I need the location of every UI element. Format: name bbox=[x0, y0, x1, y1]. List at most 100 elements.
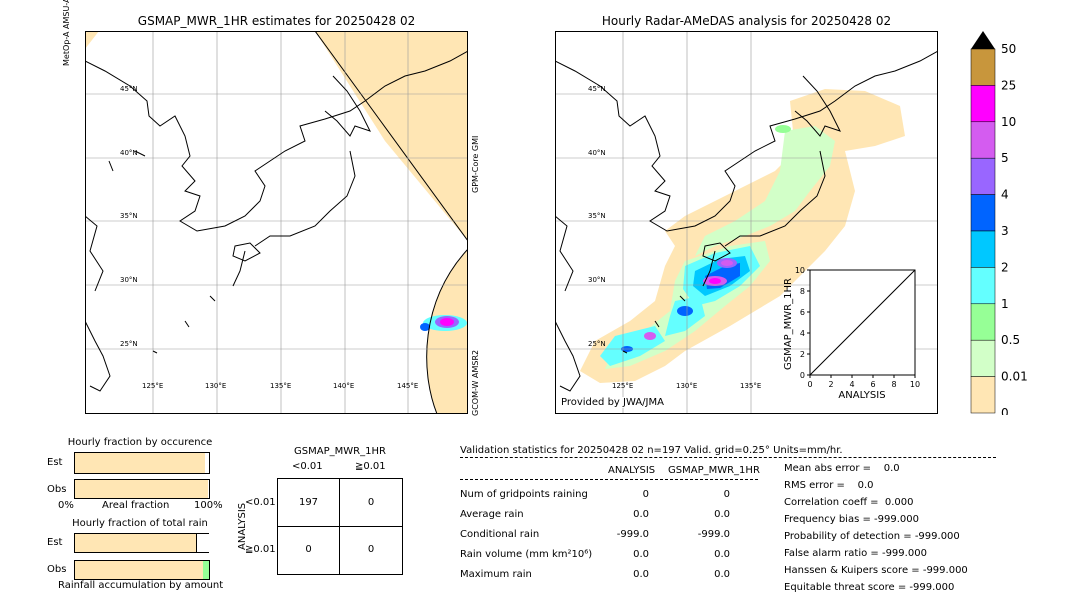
colorbar-label-7: 1 bbox=[1001, 297, 1009, 311]
right-lat-25: 25°N bbox=[588, 340, 606, 348]
label-average-rain: Average rain bbox=[460, 509, 524, 520]
left-lat-35: 35°N bbox=[120, 212, 138, 220]
inset-scatter: 0 2 4 6 8 10 0 2 4 6 8 10 ANALYSIS GSMAP_MWR_1HR bbox=[783, 266, 920, 401]
colorbar-label-10: 0 bbox=[1001, 406, 1009, 415]
colorbar-label-1: 25 bbox=[1001, 78, 1016, 92]
occurrence-xlabel: Areal fraction bbox=[102, 500, 170, 511]
contingency-col-1: <0.01 bbox=[292, 461, 323, 472]
score-mae: Mean abs error = 0.0 bbox=[784, 463, 900, 474]
totalrain-xlabel: Rainfall accumulation by amount bbox=[58, 580, 224, 591]
left-lat-30: 30°N bbox=[120, 276, 138, 284]
totalrain-est-box bbox=[74, 533, 209, 553]
left-lon-125: 125°E bbox=[142, 382, 164, 390]
colorbar-label-6: 2 bbox=[1001, 260, 1009, 274]
right-map-credit: Provided by JWA/JMA bbox=[561, 397, 664, 408]
occurrence-obs-label: Obs bbox=[47, 484, 67, 495]
colorbar: 50 25 10 5 4 3 2 1 0.5 0.01 0 bbox=[970, 31, 1028, 415]
colorbar-label-3: 5 bbox=[1001, 151, 1009, 165]
left-lon-140: 140°E bbox=[333, 382, 355, 390]
colorbar-label-8: 0.5 bbox=[1001, 333, 1020, 347]
inset-ylabel: GSMAP_MWR_1HR bbox=[783, 278, 794, 370]
score-pod: Probability of detection = -999.000 bbox=[784, 531, 960, 542]
left-lon-135: 135°E bbox=[270, 382, 292, 390]
right-coastlines bbox=[555, 50, 938, 392]
colorbar-box-8 bbox=[970, 339, 996, 377]
validation-col-analysis: ANALYSIS bbox=[608, 465, 656, 476]
colorbar-extend-arrow bbox=[971, 31, 995, 49]
colorbar-box-5 bbox=[970, 230, 996, 268]
contingency-row-2: ≧0.01 bbox=[245, 544, 276, 555]
colorbar-box-0 bbox=[970, 48, 996, 86]
left-gridlines bbox=[85, 31, 468, 414]
left-lon-130: 130°E bbox=[205, 382, 227, 390]
occurrence-xtick-100: 100% bbox=[194, 500, 223, 511]
occurrence-est-label: Est bbox=[47, 457, 63, 468]
left-lon-145: 145°E bbox=[397, 382, 419, 390]
inset-xtick-5: 10 bbox=[910, 380, 920, 389]
inset-ytick-4: 8 bbox=[800, 287, 805, 296]
totalrain-obs-box bbox=[74, 560, 210, 580]
right-lat-30: 30°N bbox=[588, 276, 606, 284]
left-sensor-top: MetOp-A AMSU-A/MHS bbox=[62, 0, 71, 66]
occurrence-title: Hourly fraction by occurence bbox=[67, 437, 213, 448]
cell-1-2: 0 bbox=[367, 497, 375, 508]
colorbar-labels: 50 25 10 5 4 3 2 1 0.5 0.01 0 bbox=[1001, 42, 1028, 415]
score-corr: Correlation coeff = 0.000 bbox=[784, 497, 914, 508]
right-lon-135: 135°E bbox=[740, 382, 762, 390]
right-lat-40: 40°N bbox=[588, 149, 606, 157]
left-swath-topleft bbox=[85, 31, 99, 49]
inset-ytick-0: 0 bbox=[800, 371, 805, 380]
left-sensor-right2: GCOM-W AMSR2 bbox=[471, 349, 480, 416]
colorbar-box-2 bbox=[970, 121, 996, 159]
occurrence-xtick-0: 0% bbox=[58, 500, 74, 511]
inset-ytick-1: 2 bbox=[800, 350, 805, 359]
cell-2-1: 0 bbox=[305, 544, 312, 555]
inset-xtick-2: 4 bbox=[849, 380, 854, 389]
score-hk: Hanssen & Kuipers score = -999.000 bbox=[784, 565, 968, 576]
inset-y-ticks: 0 2 4 6 8 10 bbox=[795, 266, 810, 380]
occurrence-est-box bbox=[74, 452, 210, 474]
left-lat-40: 40°N bbox=[120, 149, 138, 157]
inset-reference-line bbox=[809, 269, 916, 376]
inset-xtick-4: 8 bbox=[891, 380, 896, 389]
left-map-title: GSMAP_MWR_1HR estimates for 20250428 02 bbox=[137, 14, 416, 28]
validation-analysis-values: 0 0.0 -999.0 0.0 0.0 bbox=[616, 489, 649, 580]
left-lat-45: 45°N bbox=[120, 85, 138, 93]
score-ets: Equitable threat score = -999.000 bbox=[784, 582, 955, 593]
colorbar-label-2: 10 bbox=[1001, 115, 1016, 129]
inset-xtick-1: 2 bbox=[828, 380, 833, 389]
left-sensor-right1: GPM-Core GMI bbox=[471, 135, 480, 193]
validation-header: Validation statistics for 20250428 02 n=… bbox=[460, 445, 843, 456]
right-gridlines bbox=[555, 31, 938, 414]
totalrain-est-label: Est bbox=[47, 537, 63, 548]
colorbar-box-7 bbox=[970, 303, 996, 341]
occurrence-obs-box bbox=[74, 479, 210, 499]
colorbar-label-0: 50 bbox=[1001, 42, 1016, 56]
right-map bbox=[555, 31, 938, 414]
inset-ytick-3: 6 bbox=[800, 308, 805, 317]
inset-xtick-0: 0 bbox=[807, 380, 812, 389]
occurrence-obs-bar bbox=[75, 480, 208, 498]
right-lat-45: 45°N bbox=[588, 85, 606, 93]
validation-divider bbox=[460, 457, 996, 458]
colorbar-boxes bbox=[970, 48, 996, 414]
right-lat-35: 35°N bbox=[588, 212, 606, 220]
score-freq-bias: Frequency bias = -999.000 bbox=[784, 514, 919, 525]
validation-row-labels: Num of gridpoints raining Average rain C… bbox=[460, 485, 610, 585]
left-coastlines bbox=[85, 50, 468, 392]
inset-ytick-5: 10 bbox=[795, 266, 805, 275]
cell-2-2: 0 bbox=[367, 544, 375, 555]
contingency-row-1: <0.01 bbox=[245, 497, 276, 508]
colorbar-box-3 bbox=[970, 157, 996, 195]
right-map-title: Hourly Radar-AMeDAS analysis for 2025042… bbox=[601, 14, 892, 28]
contingency-table: 197 0 0 0 bbox=[277, 478, 403, 575]
contingency-col-2: ≧0.01 bbox=[355, 461, 386, 472]
colorbar-box-9 bbox=[970, 376, 996, 414]
left-swath-bottom bbox=[426, 249, 468, 414]
colorbar-label-4: 4 bbox=[1001, 188, 1009, 202]
colorbar-box-1 bbox=[970, 85, 996, 123]
inset-ytick-2: 4 bbox=[800, 329, 805, 338]
totalrain-title: Hourly fraction of total rain bbox=[72, 518, 208, 529]
right-lon-125: 125°E bbox=[612, 382, 634, 390]
label-conditional-rain: Conditional rain bbox=[460, 529, 540, 540]
